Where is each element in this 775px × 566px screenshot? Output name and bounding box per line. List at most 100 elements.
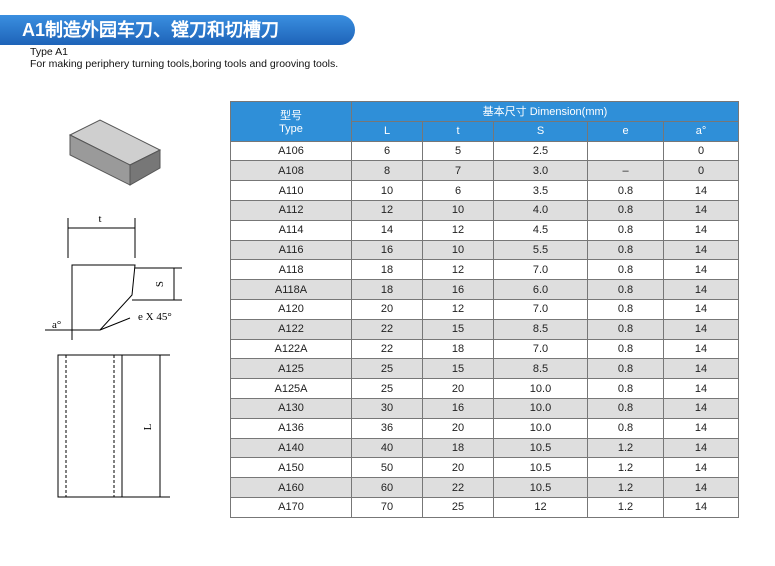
table-cell: 3.0 [493, 160, 588, 182]
table-cell: 0.8 [587, 279, 664, 300]
table-cell: 1.2 [587, 477, 664, 498]
table-cell: 22 [422, 477, 494, 498]
table-cell: 16 [422, 279, 494, 300]
table-cell: 0.8 [587, 180, 664, 201]
table-row: A160 60 22 10.5 1.2 14 [230, 477, 739, 498]
table-row: A125A 25 20 10.0 0.8 14 [230, 378, 739, 399]
table-cell: 2.5 [493, 140, 588, 162]
table-cell: A122 [230, 318, 352, 340]
table-cell: 8.5 [493, 318, 588, 340]
title-banner: A1制造外园车刀、镗刀和切槽刀 [0, 15, 355, 45]
description: For making periphery turning tools,borin… [30, 58, 339, 70]
table-cell: 30 [351, 397, 423, 419]
table-row: A110 10 6 3.5 0.8 14 [230, 180, 739, 201]
table-row: A120 20 12 7.0 0.8 14 [230, 298, 739, 320]
table-cell: 18 [351, 259, 423, 281]
table-cell: 0.8 [587, 239, 664, 261]
table-cell: 25 [351, 358, 423, 380]
table-cell: 14 [663, 219, 739, 241]
column-header: L [351, 120, 423, 142]
table-cell: 10.5 [493, 477, 588, 498]
l-label: L [142, 423, 154, 430]
table-cell: 14 [663, 259, 739, 281]
table-cell: A110 [230, 180, 352, 201]
table-cell: 0.8 [587, 199, 664, 221]
type-header-line: Type [279, 123, 303, 136]
table-cell: 14 [663, 318, 739, 340]
table-cell: 0.8 [587, 417, 664, 439]
t-label: t [98, 213, 101, 225]
table-row: A118A 18 16 6.0 0.8 14 [230, 279, 739, 300]
table-cell: 15 [422, 358, 494, 380]
table-cell: 20 [422, 378, 494, 399]
table-cell: 0.8 [587, 219, 664, 241]
table-cell: 1.2 [587, 437, 664, 459]
table-cell: 14 [663, 477, 739, 498]
table-cell: 20 [422, 457, 494, 479]
table-cell: 4.5 [493, 219, 588, 241]
table-cell: A150 [230, 457, 352, 479]
table-cell: 14 [663, 298, 739, 320]
table-cell: 5.5 [493, 239, 588, 261]
table-cell: 6 [422, 180, 494, 201]
table-cell: 6 [351, 140, 423, 162]
subtitle: Type A1 [30, 46, 68, 58]
table-row: A108 8 7 3.0–0 [230, 160, 739, 182]
table-cell: 18 [351, 279, 423, 300]
table-cell: 14 [351, 219, 423, 241]
table-cell: 14 [663, 239, 739, 261]
table-row: A150 50 20 10.5 1.2 14 [230, 457, 739, 479]
table-cell: 70 [351, 496, 423, 518]
table-cell: A125 [230, 358, 352, 380]
table-cell: 10.5 [493, 437, 588, 459]
table-cell: 20 [351, 298, 423, 320]
table-cell: 18 [422, 338, 494, 360]
table-cell: 0 [663, 160, 739, 182]
table-cell: 15 [422, 318, 494, 340]
table-cell: 40 [351, 437, 423, 459]
table-cell: 16 [351, 239, 423, 261]
table-cell: A120 [230, 298, 352, 320]
table-cell: 10.0 [493, 417, 588, 439]
table-cell: 22 [351, 338, 423, 360]
table-row: A136 36 20 10.0 0.8 14 [230, 417, 739, 439]
table-cell: 14 [663, 496, 739, 518]
a-label: a° [52, 319, 61, 331]
table-cell: 14 [663, 378, 739, 399]
group-header: 基本尺寸 Dimension(mm) [351, 101, 739, 122]
table-cell: 14 [663, 338, 739, 360]
table-cell: 4.0 [493, 199, 588, 221]
table-cell: A160 [230, 477, 352, 498]
table-cell: 10 [422, 239, 494, 261]
table-row: A122 22 15 8.5 0.8 14 [230, 318, 739, 340]
drawings: t S e X 45° a° L [45, 119, 182, 498]
table-cell: A108 [230, 160, 352, 182]
table-cell: 12 [422, 259, 494, 281]
table-cell: A106 [230, 140, 352, 162]
table-cell: – [587, 160, 664, 182]
s-label: S [154, 281, 166, 287]
table-cell: A125A [230, 378, 352, 399]
column-header: S [493, 120, 588, 142]
table-row: A125 25 15 8.5 0.8 14 [230, 358, 739, 380]
table-cell: 0 [663, 140, 739, 162]
table-cell: 16 [422, 397, 494, 419]
table-cell: 25 [422, 496, 494, 518]
table-cell: A112 [230, 199, 352, 221]
table-cell: A122A [230, 338, 352, 360]
table-cell: 0.8 [587, 259, 664, 281]
e-label: e X 45° [138, 311, 172, 323]
table-row: A170 70 25 12 1.2 14 [230, 496, 739, 518]
header-row: 型号 Type 基本尺寸 Dimension(mm) [230, 101, 739, 142]
table-cell: 22 [351, 318, 423, 340]
table-cell: 14 [663, 279, 739, 300]
table-cell: 14 [663, 199, 739, 221]
table-row: A112 12 10 4.0 0.8 14 [230, 199, 739, 221]
table-cell: 12 [422, 298, 494, 320]
table-cell: 3.5 [493, 180, 588, 201]
table-row: A116 16 10 5.5 0.8 14 [230, 239, 739, 261]
table-cell: 8 [351, 160, 423, 182]
table-cell: 50 [351, 457, 423, 479]
table-cell: 14 [663, 457, 739, 479]
